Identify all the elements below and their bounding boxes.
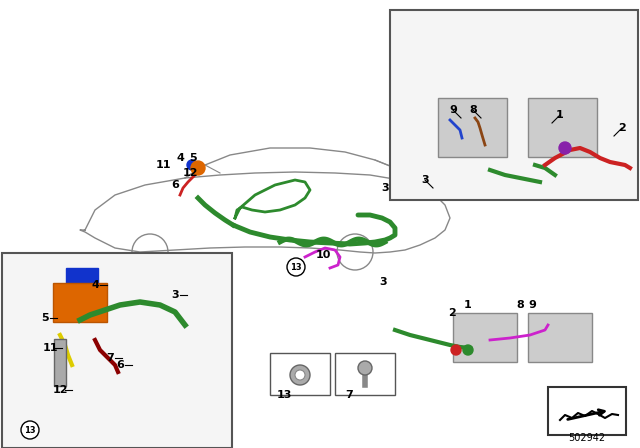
FancyBboxPatch shape (548, 387, 626, 435)
FancyBboxPatch shape (66, 268, 98, 302)
FancyBboxPatch shape (335, 353, 395, 395)
Text: 10: 10 (316, 250, 331, 260)
Text: 4: 4 (91, 280, 99, 290)
Text: 7: 7 (345, 390, 353, 400)
Circle shape (463, 345, 473, 355)
Text: 8: 8 (516, 300, 524, 310)
Circle shape (290, 365, 310, 385)
Text: 13: 13 (276, 390, 292, 400)
Circle shape (559, 142, 571, 154)
Text: 1: 1 (464, 300, 472, 310)
Text: 3: 3 (379, 277, 387, 287)
Text: 3: 3 (171, 290, 179, 300)
FancyBboxPatch shape (54, 339, 66, 386)
Text: 11: 11 (156, 160, 171, 170)
Circle shape (295, 370, 305, 380)
FancyBboxPatch shape (528, 98, 597, 157)
Circle shape (191, 161, 205, 175)
Text: 11: 11 (42, 343, 58, 353)
FancyBboxPatch shape (270, 353, 330, 395)
Text: 4: 4 (176, 153, 184, 163)
Text: 5: 5 (41, 313, 49, 323)
Text: 502942: 502942 (568, 433, 605, 443)
Text: 1: 1 (556, 110, 564, 120)
Text: 13: 13 (24, 426, 36, 435)
Circle shape (287, 258, 305, 276)
Text: 8: 8 (469, 105, 477, 115)
Text: 6: 6 (116, 360, 124, 370)
Text: 13: 13 (290, 263, 302, 271)
Text: 2: 2 (618, 123, 626, 133)
Text: 5: 5 (189, 153, 197, 163)
Circle shape (21, 421, 39, 439)
Text: 2: 2 (448, 308, 456, 318)
Text: 3: 3 (421, 175, 429, 185)
Circle shape (451, 345, 461, 355)
FancyBboxPatch shape (528, 313, 592, 362)
Text: 6: 6 (171, 180, 179, 190)
Text: 7: 7 (106, 353, 114, 363)
FancyBboxPatch shape (453, 313, 517, 362)
Circle shape (187, 160, 197, 170)
Text: 3: 3 (381, 183, 389, 193)
Circle shape (358, 361, 372, 375)
FancyBboxPatch shape (438, 98, 507, 157)
FancyBboxPatch shape (390, 10, 638, 200)
FancyBboxPatch shape (2, 253, 232, 448)
Text: 9: 9 (528, 300, 536, 310)
Text: 12: 12 (52, 385, 68, 395)
Text: 12: 12 (182, 168, 198, 178)
FancyBboxPatch shape (53, 283, 107, 322)
Text: 9: 9 (449, 105, 457, 115)
